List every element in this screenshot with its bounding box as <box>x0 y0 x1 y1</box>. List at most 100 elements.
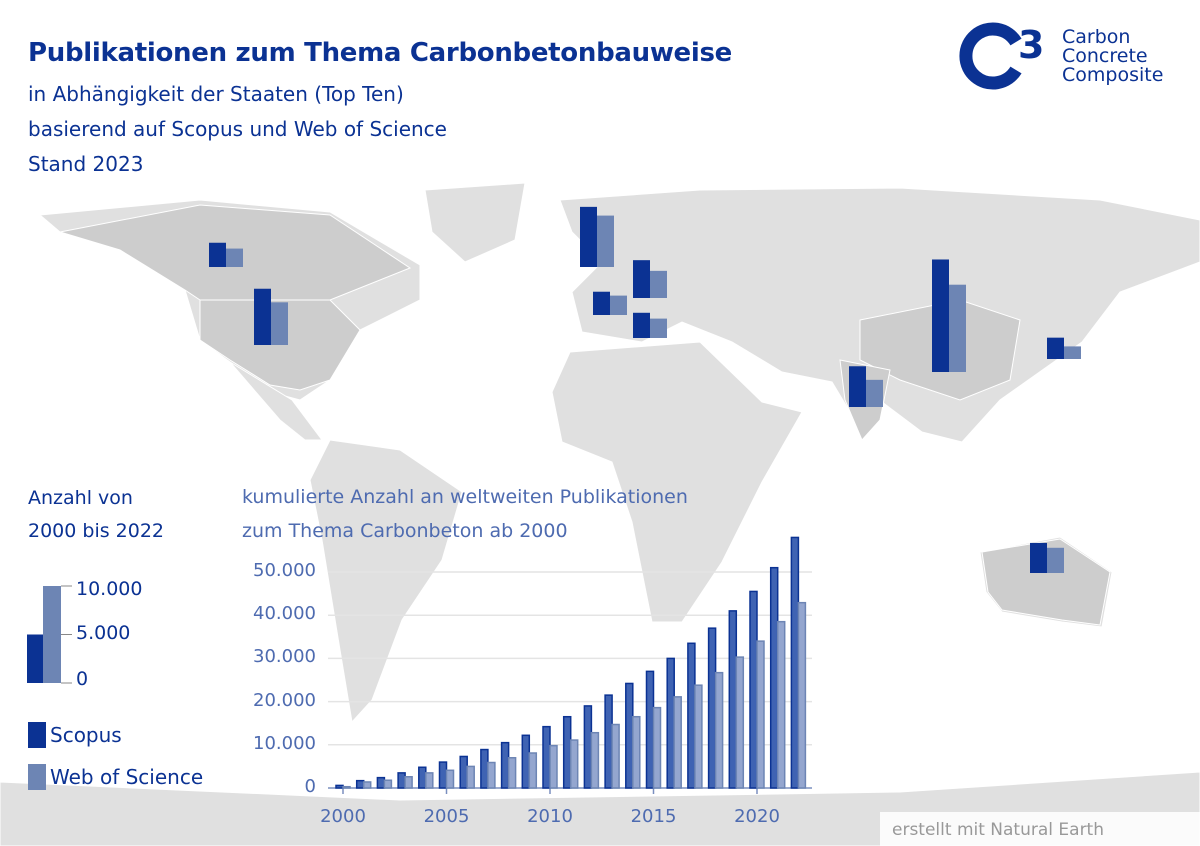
map-bar-scopus-usa <box>254 288 271 345</box>
bar-wos-2000 <box>342 785 351 789</box>
map-bar-wos-china <box>949 284 966 372</box>
logo-line: Concrete <box>1062 45 1148 67</box>
map-south-america <box>309 439 463 724</box>
bar-wos-2006 <box>466 765 475 789</box>
bar-wos-2002 <box>383 779 393 789</box>
bar-scopus-2008 <box>500 741 510 789</box>
bar-scopus-2001 <box>355 779 365 789</box>
bar-scopus-2007 <box>480 748 489 789</box>
bar-wos-2003 <box>404 776 413 789</box>
page-title: Publikationen zum Thema Carbonbetonbauwe… <box>28 38 733 68</box>
svg-text:3: 3 <box>1018 23 1044 67</box>
scale-tick-label: 5.000 <box>76 622 131 644</box>
legend-label: Web of Science <box>50 765 204 789</box>
bar-wos-2005 <box>445 769 455 789</box>
bar-scopus-2022 <box>790 536 800 789</box>
logo-line: Composite <box>1062 64 1164 86</box>
bar-scopus-2006 <box>459 755 468 789</box>
y-tick-label: 10.000 <box>253 732 316 754</box>
bar-wos-2009 <box>528 752 538 789</box>
y-tick-label: 50.000 <box>253 560 316 581</box>
bar-scopus-2000 <box>335 784 344 789</box>
wos-swatch <box>28 764 46 790</box>
bar-scopus-2018 <box>707 627 717 789</box>
x-tick-label: 2000 <box>320 806 366 827</box>
map-bar-wos-india <box>866 379 883 407</box>
scale-tick-label: 0 <box>76 668 89 690</box>
bar-scopus-2020 <box>749 590 758 789</box>
bar-scopus-2021 <box>769 566 779 789</box>
map-australia-hl <box>981 538 1111 626</box>
bar-wos-2015 <box>652 706 662 789</box>
bar-wos-2011 <box>569 739 579 789</box>
map-bar-wos-australia <box>1047 547 1064 573</box>
map-bar-wos-italy <box>650 318 667 338</box>
map-bar-scopus-uk <box>580 206 597 267</box>
y-tick-label: 20.000 <box>253 689 316 711</box>
map-bar-wos-canada <box>226 248 243 267</box>
map-bar-wos-uk <box>597 215 614 267</box>
x-tick-label: 2015 <box>630 806 677 827</box>
bar-scopus-2015 <box>645 670 655 789</box>
map-bar-wos-france <box>610 295 627 315</box>
bar-scopus-2017 <box>687 642 696 789</box>
bar-scopus-2002 <box>376 776 386 789</box>
credit-footer: erstellt mit Natural Earth <box>880 812 1200 846</box>
scale-bar-scopus <box>27 634 43 683</box>
legend-label: Scopus <box>50 723 122 747</box>
bar-scopus-2016 <box>666 657 675 789</box>
bar-scopus-2012 <box>583 705 593 789</box>
y-tick-label: 0 <box>304 776 316 797</box>
subtitle-line: in Abhängigkeit der Staaten (Top Ten) <box>28 82 404 106</box>
bar-wos-2001 <box>362 781 372 789</box>
map-bar-scopus-china <box>932 259 949 372</box>
logo-line: Carbon <box>1062 26 1131 48</box>
map-bar-wos-germany <box>650 270 667 298</box>
map-legend-heading: 2000 bis 2022 <box>28 520 165 542</box>
legend-wos: Web of Science <box>28 764 203 790</box>
c3-logo-mark-icon: 3 <box>959 22 1044 90</box>
bar-scopus-2011 <box>562 715 572 789</box>
chart-title: zum Thema Carbonbeton ab 2000 <box>242 520 568 542</box>
legend-scopus: Scopus <box>28 722 122 748</box>
map-bar-scopus-canada <box>209 242 226 267</box>
scale-tick-label: 10.000 <box>76 578 143 600</box>
map-africa <box>551 341 803 623</box>
map-bar-scopus-australia <box>1030 542 1047 573</box>
bar-scopus-2009 <box>521 734 531 789</box>
bar-scopus-2019 <box>728 610 738 789</box>
map-bar-scopus-france <box>593 291 610 315</box>
bar-wos-2017 <box>694 684 703 789</box>
chart-title: kumulierte Anzahl an weltweiten Publikat… <box>242 486 688 508</box>
bar-wos-2016 <box>673 696 682 789</box>
map-bar-scopus-germany <box>633 260 650 298</box>
bar-wos-2013 <box>611 723 620 789</box>
bar-wos-2020 <box>756 640 765 789</box>
subtitle-line: Stand 2023 <box>28 152 144 176</box>
bar-wos-2022 <box>797 601 807 789</box>
subtitle-line: basierend auf Scopus und Web of Science <box>28 117 447 141</box>
bar-scopus-2005 <box>438 761 448 789</box>
scopus-swatch <box>28 722 46 748</box>
map-central-america <box>229 361 323 441</box>
y-tick-label: 30.000 <box>253 646 316 668</box>
bar-wos-2012 <box>590 731 600 789</box>
bar-wos-2004 <box>425 772 434 789</box>
bar-wos-2019 <box>735 656 745 789</box>
map-bar-scopus-india <box>849 366 866 407</box>
map-legend-heading: Anzahl von <box>28 487 133 509</box>
x-tick-label: 2020 <box>734 806 780 827</box>
bar-scopus-2010 <box>542 725 551 789</box>
bar-scopus-2004 <box>418 766 427 789</box>
map-bar-scopus-italy <box>633 312 650 338</box>
x-tick-label: 2005 <box>423 806 470 827</box>
bar-wos-2018 <box>714 671 724 789</box>
bar-wos-2008 <box>507 757 517 789</box>
y-tick-label: 40.000 <box>253 603 316 625</box>
bar-wos-2021 <box>776 620 786 789</box>
bar-wos-2010 <box>549 744 558 789</box>
scale-bar-wos <box>43 586 61 683</box>
map-bar-wos-usa <box>271 302 288 345</box>
